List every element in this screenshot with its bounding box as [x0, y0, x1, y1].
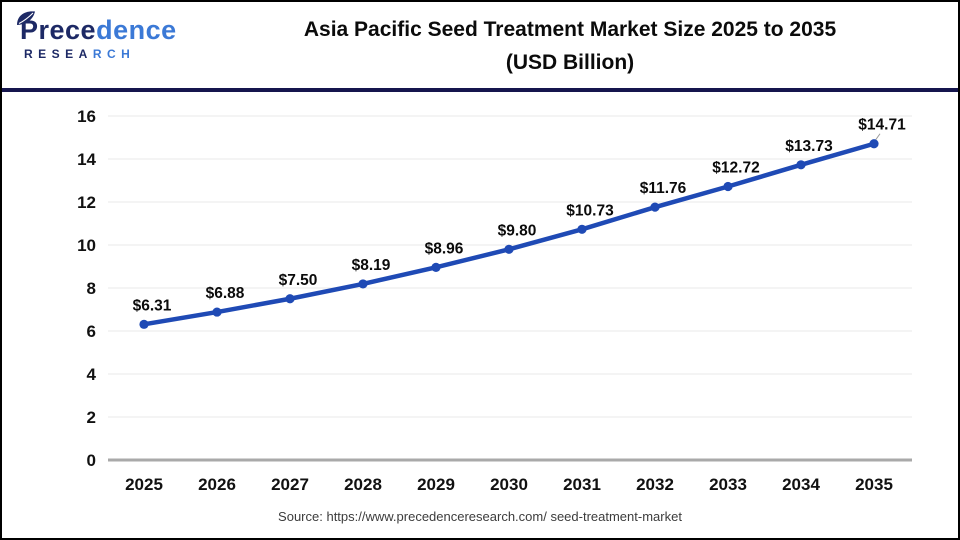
x-tick-label: 2030 [490, 475, 528, 494]
y-tick-label: 8 [87, 279, 96, 298]
brand-name-dark: Prece [20, 15, 97, 45]
brand-logo: Precedence RESEARCH [2, 2, 192, 61]
chart-region: 0 2 4 6 8 10 12 14 16 2025 2026 2027 2028 2029 2030 203… [2, 96, 958, 538]
brand-subtext-dark: RESEA [24, 47, 93, 61]
data-label: $9.80 [498, 222, 537, 239]
y-tick-label: 12 [77, 193, 96, 212]
x-tick-label: 2029 [417, 475, 455, 494]
y-tick-label: 2 [87, 408, 96, 427]
data-label: $6.31 [133, 297, 172, 314]
data-point [796, 160, 806, 170]
data-point [431, 262, 441, 272]
data-label: $7.50 [279, 272, 318, 289]
data-point [650, 202, 660, 212]
x-tick-label: 2028 [344, 475, 382, 494]
brand-name-light: dence [96, 15, 177, 45]
data-label: $11.76 [640, 180, 687, 197]
data-point [504, 244, 514, 254]
x-tick-label: 2032 [636, 475, 674, 494]
header: Precedence RESEARCH Asia Pacific Seed Tr… [2, 2, 958, 92]
data-label: $6.88 [206, 285, 245, 302]
brand-name: Precedence [20, 16, 192, 44]
y-tick-label: 6 [87, 322, 96, 341]
y-tick-label: 16 [77, 107, 96, 126]
source-text: Source: https://www.precedenceresearch.c… [278, 509, 682, 524]
y-tick-label: 4 [87, 365, 97, 384]
brand-subtext-light: RCH [92, 47, 136, 61]
y-tick-label: 14 [77, 150, 96, 169]
data-point [358, 279, 368, 289]
x-tick-label: 2035 [855, 475, 893, 494]
x-tick-label: 2025 [125, 475, 163, 494]
market-line-chart: 0 2 4 6 8 10 12 14 16 2025 2026 2027 2028 2029 2030 203… [77, 107, 912, 494]
leaf-icon [17, 11, 35, 25]
x-tick-label: 2034 [782, 475, 820, 494]
x-tick-label: 2031 [563, 475, 601, 494]
data-label: $8.19 [352, 257, 391, 274]
page-title-line1: Asia Pacific Seed Treatment Market Size … [303, 18, 837, 41]
data-point [285, 294, 295, 304]
data-label: $8.96 [425, 240, 464, 257]
page-title: Asia Pacific Seed Treatment Market Size … [192, 2, 958, 79]
data-point [869, 139, 879, 149]
data-point [139, 319, 149, 329]
data-point [577, 224, 587, 234]
data-label: $10.73 [566, 202, 614, 219]
data-point [212, 307, 222, 317]
x-tick-label: 2027 [271, 475, 309, 494]
brand-subtext: RESEARCH [20, 47, 192, 61]
data-label: $12.72 [712, 160, 759, 177]
data-point [723, 181, 733, 192]
y-tick-label: 10 [77, 236, 96, 255]
y-tick-label: 0 [87, 451, 96, 470]
data-label: $14.71 [858, 117, 906, 134]
page-title-line2: (USD Billion) [505, 51, 635, 74]
data-label: $13.73 [785, 138, 833, 155]
x-tick-label: 2026 [198, 475, 236, 494]
x-tick-label: 2033 [709, 475, 747, 494]
